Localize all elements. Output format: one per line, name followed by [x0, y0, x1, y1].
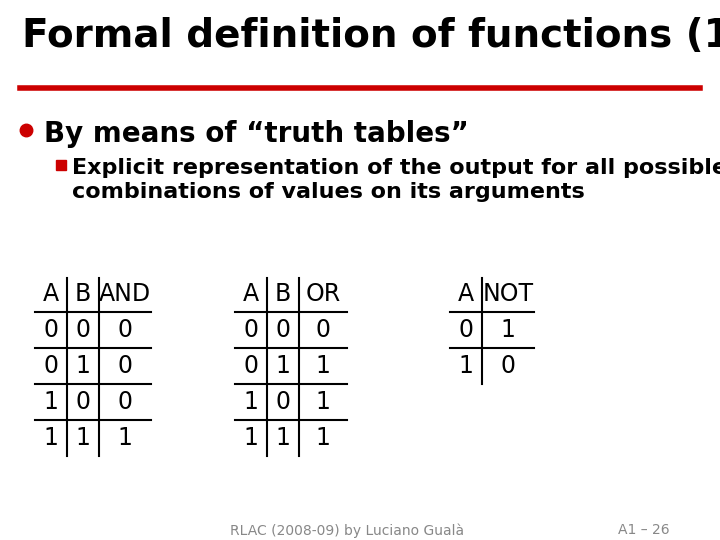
- Text: 1: 1: [276, 426, 290, 450]
- Text: A: A: [43, 282, 59, 306]
- Text: Formal definition of functions (1): Formal definition of functions (1): [22, 17, 720, 55]
- Text: 1: 1: [459, 354, 474, 378]
- Text: 0: 0: [276, 318, 290, 342]
- Text: A: A: [243, 282, 259, 306]
- Text: 1: 1: [243, 426, 258, 450]
- Text: 0: 0: [459, 318, 474, 342]
- Text: 1: 1: [243, 390, 258, 414]
- Text: By means of “truth tables”: By means of “truth tables”: [44, 120, 469, 148]
- Text: combinations of values on its arguments: combinations of values on its arguments: [72, 182, 585, 202]
- Text: 0: 0: [76, 318, 91, 342]
- Text: 0: 0: [117, 390, 132, 414]
- Text: 0: 0: [243, 318, 258, 342]
- Text: 1: 1: [117, 426, 132, 450]
- Text: NOT: NOT: [482, 282, 534, 306]
- Text: 0: 0: [43, 318, 58, 342]
- Text: A: A: [458, 282, 474, 306]
- Text: B: B: [275, 282, 291, 306]
- Text: 1: 1: [500, 318, 516, 342]
- Bar: [56, 160, 66, 170]
- Text: 1: 1: [315, 390, 330, 414]
- Text: 0: 0: [276, 390, 290, 414]
- Text: 1: 1: [315, 426, 330, 450]
- Text: 0: 0: [243, 354, 258, 378]
- Text: 0: 0: [117, 354, 132, 378]
- Text: B: B: [75, 282, 91, 306]
- Text: 0: 0: [76, 390, 91, 414]
- Text: OR: OR: [305, 282, 341, 306]
- Text: RLAC (2008-09) by Luciano Gualà: RLAC (2008-09) by Luciano Gualà: [230, 523, 464, 537]
- Text: AND: AND: [99, 282, 151, 306]
- Text: 1: 1: [44, 426, 58, 450]
- Text: 0: 0: [500, 354, 516, 378]
- Text: Explicit representation of the output for all possible: Explicit representation of the output fo…: [72, 158, 720, 178]
- Text: 1: 1: [76, 354, 91, 378]
- Text: 1: 1: [276, 354, 290, 378]
- Text: 0: 0: [117, 318, 132, 342]
- Text: 1: 1: [315, 354, 330, 378]
- Text: 1: 1: [76, 426, 91, 450]
- Text: 1: 1: [44, 390, 58, 414]
- Text: 0: 0: [315, 318, 330, 342]
- Text: A1 – 26: A1 – 26: [618, 523, 670, 537]
- Text: 0: 0: [43, 354, 58, 378]
